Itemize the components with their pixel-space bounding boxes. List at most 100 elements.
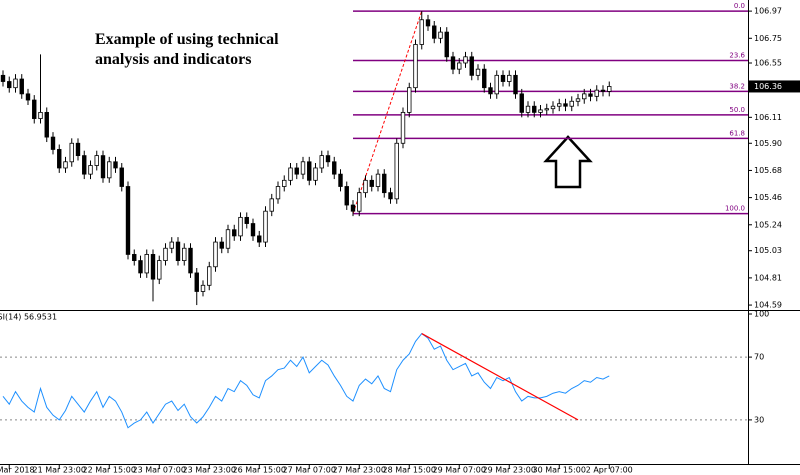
candle-body [419,19,424,45]
rsi-line [2,332,610,429]
candle-body [213,241,218,268]
candle-body [563,103,568,107]
candle-body [75,142,81,157]
candle-body [338,173,343,187]
candle-body [519,93,524,113]
candle-body [513,74,518,95]
candle-body [144,254,149,274]
candle-body [350,204,356,212]
candle-body [125,186,131,255]
candle-body [175,241,181,261]
candle-body [294,167,299,175]
fib-label: 38.2 [729,82,745,90]
candle-body [425,19,431,27]
candle-body [19,78,24,95]
candle-body [132,254,137,261]
candle-body [38,111,43,119]
fib-label: 61.8 [729,129,745,137]
candle-body [569,100,574,107]
y-tick-label: 30 [754,415,764,424]
candle-body [357,192,362,212]
x-tick-label: 21 Mar 23:00 [33,466,86,475]
candle-body [194,272,199,292]
candle-body [344,186,349,206]
candle-body [119,167,124,187]
y-tick-label: 106.11 [754,113,782,122]
candle-body [394,142,399,200]
y-tick-label: 105.03 [754,246,782,255]
candle-body [600,89,606,92]
x-tick-label: 30 Mar 15:00 [533,466,586,475]
candle-body [544,108,549,111]
x-tick-label: 27 Mar 07:00 [283,466,336,475]
candle-body [400,111,406,144]
candle-body [113,161,118,169]
fib-label: 23.6 [729,52,745,60]
candle-body [607,86,612,92]
candle-body [100,155,106,179]
y-tick-label: 70 [754,353,764,362]
candle-body [169,241,174,249]
trend-line [352,10,423,214]
candle-body [369,179,374,187]
candle-body [300,161,306,175]
candle-body [432,25,437,39]
trend-line [421,333,579,421]
candle-body [257,235,262,243]
candle-body [250,223,256,237]
y-tick-label: 105.46 [754,193,782,202]
candle-body [163,247,168,261]
y-tick-label: 100 [754,310,769,319]
candle-body [450,56,456,70]
y-tick-label: 104.59 [754,301,782,310]
candle-body [13,78,18,89]
candle-body [138,260,143,274]
candle-body [407,87,412,113]
candle-body [69,142,74,163]
x-tick-label: 22 Mar 15:00 [83,466,136,475]
candle-body [500,74,506,82]
candle-body [594,89,599,97]
candle-body [32,99,37,119]
x-tick-label: 26 Mar 15:00 [233,466,286,475]
candle-body [557,103,562,107]
candle-body [532,105,537,113]
candle-body [538,109,543,113]
fib-label: 100.0 [725,205,745,213]
x-tick-label: 29 Mar 23:00 [483,466,536,475]
candle-body [57,149,62,169]
candle-body [0,74,6,82]
candle-body [269,198,274,212]
candle-body [44,111,49,138]
candle-body [63,161,68,169]
candle-body [313,167,318,181]
last-price-box [749,80,800,93]
candle-body [188,247,193,274]
y-tick-label: 105.24 [754,220,782,229]
candle-body [319,155,324,169]
candle-body [88,165,93,175]
x-tick-label: 23 Mar 07:00 [133,466,186,475]
candle-body [525,105,531,113]
candle-body [82,155,87,175]
candle-body [507,74,512,82]
candle-body [225,229,231,249]
x-tick-label: 29 Mar 07:00 [433,466,486,475]
x-tick-label: 27 Mar 23:00 [333,466,386,475]
fib-label: 50.0 [729,106,745,114]
candle-body [494,74,499,95]
candle-body [232,229,237,237]
x-tick-label: 23 Mar 23:00 [183,466,236,475]
candle-body [150,254,156,280]
candle-body [582,93,587,100]
candle-body [219,241,224,249]
last-price-label: 106.36 [754,82,782,91]
annotation: Example of using technical analysis and … [95,31,279,68]
x-tick-label: 2 Apr 07:00 [586,466,633,475]
candle-body [575,98,581,102]
candle-body [275,186,281,200]
rsi-title: RSI(14) 56.9531 [0,313,57,322]
fib-label: 0.0 [734,2,745,10]
